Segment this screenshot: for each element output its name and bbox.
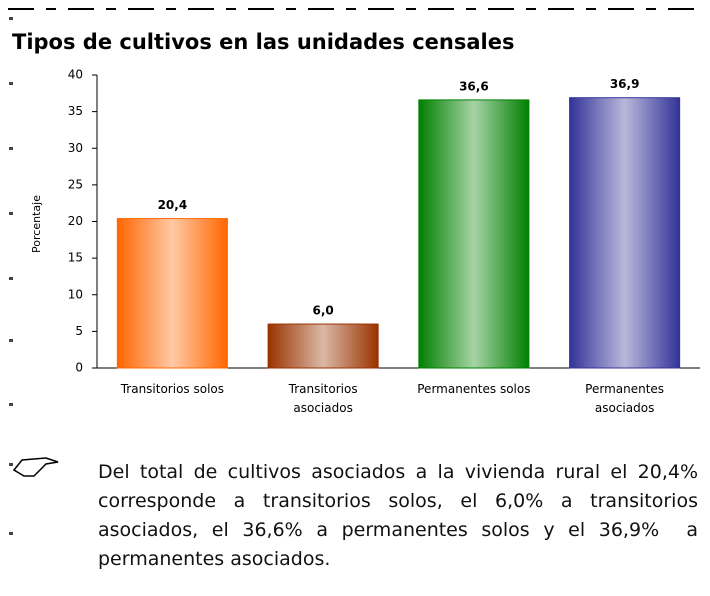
y-tick-label: 35 xyxy=(68,104,83,118)
y-tick-label: 0 xyxy=(75,361,83,375)
bar xyxy=(116,218,228,369)
x-tick-label: Transitorios solos xyxy=(120,382,225,396)
chart-title: Tipos de cultivos en las unidades censal… xyxy=(12,30,514,54)
y-tick-label: 15 xyxy=(68,251,83,265)
x-tick-label: Permanentes asociados xyxy=(585,382,665,415)
value-label: 36,9 xyxy=(610,77,640,91)
y-tick-label: 20 xyxy=(68,214,83,228)
y-tick-label: 10 xyxy=(68,287,83,301)
bar xyxy=(418,99,530,369)
margin-marks xyxy=(9,17,13,535)
value-label: 6,0 xyxy=(312,304,333,318)
x-tick-label: Transitorios asociados xyxy=(288,382,358,415)
y-tick-label: 25 xyxy=(68,177,83,191)
x-tick-label: Permanentes solos xyxy=(417,382,531,396)
value-label: 20,4 xyxy=(158,198,188,212)
pointing-hand-icon xyxy=(12,457,59,477)
y-axis-label: Porcentaje xyxy=(30,195,43,253)
y-tick-label: 30 xyxy=(68,141,83,155)
note: Del total de cultivos asociados a la viv… xyxy=(98,461,705,570)
value-label: 36,6 xyxy=(459,79,489,93)
y-tick-label: 40 xyxy=(68,68,83,82)
bar xyxy=(569,97,681,369)
bar xyxy=(267,323,379,369)
y-tick-label: 5 xyxy=(75,324,83,338)
